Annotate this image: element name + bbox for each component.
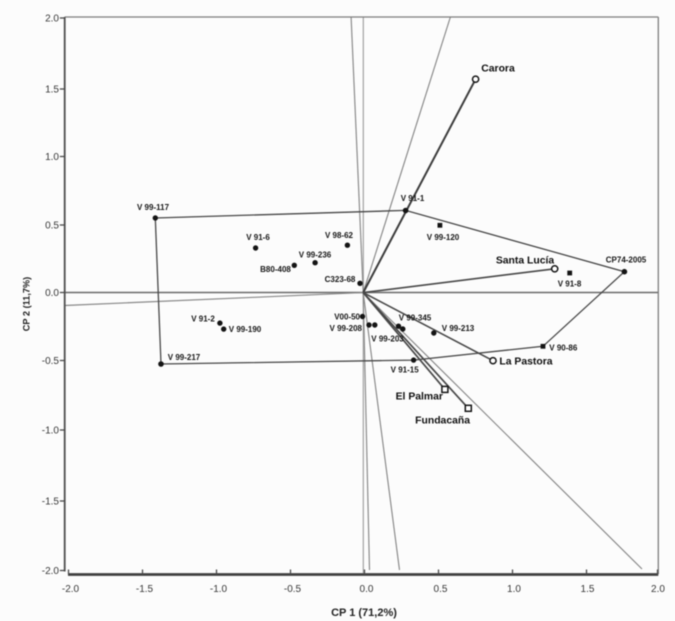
svg-text:El Palmar: El Palmar — [396, 392, 443, 403]
svg-text:V 99-117: V 99-117 — [137, 203, 170, 212]
svg-text:V 98-62: V 98-62 — [325, 231, 354, 240]
svg-text:1.0: 1.0 — [507, 584, 521, 595]
svg-text:Fundacaña: Fundacaña — [415, 416, 470, 427]
svg-text:V 99-203: V 99-203 — [371, 335, 404, 344]
svg-text:-1.5: -1.5 — [42, 497, 60, 508]
svg-text:V 99-208: V 99-208 — [330, 324, 363, 333]
svg-text:B80-408: B80-408 — [260, 265, 291, 274]
svg-text:CP 1 (71,2%): CP 1 (71,2%) — [331, 607, 397, 619]
svg-text:CP 2 (11,7%): CP 2 (11,7%) — [22, 277, 32, 331]
svg-text:0.0: 0.0 — [360, 584, 374, 595]
svg-text:La Pastora: La Pastora — [499, 357, 552, 368]
svg-text:1.5: 1.5 — [45, 85, 59, 96]
svg-text:V 91-15: V 91-15 — [391, 366, 420, 375]
svg-text:V 91-8: V 91-8 — [558, 280, 582, 289]
svg-text:V 99-190: V 99-190 — [229, 325, 262, 334]
svg-text:0.5: 0.5 — [434, 584, 448, 595]
svg-text:-2.0: -2.0 — [42, 566, 60, 577]
svg-text:Carora: Carora — [481, 64, 515, 75]
svg-text:-1.0: -1.0 — [42, 426, 60, 437]
svg-text:V00-50: V00-50 — [334, 313, 360, 322]
svg-text:CP74-2005: CP74-2005 — [606, 256, 647, 265]
svg-text:-0.5: -0.5 — [42, 356, 60, 367]
svg-text:V 99-217: V 99-217 — [168, 353, 201, 362]
svg-text:-2.0: -2.0 — [62, 584, 80, 595]
svg-text:0.0: 0.0 — [45, 288, 59, 299]
svg-text:2.0: 2.0 — [651, 584, 665, 595]
svg-text:Santa Lucía: Santa Lucía — [496, 256, 555, 267]
svg-text:V 91-6: V 91-6 — [246, 233, 270, 242]
svg-text:V 99-236: V 99-236 — [299, 251, 332, 260]
svg-text:2.0: 2.0 — [45, 14, 59, 25]
svg-text:V 99-120: V 99-120 — [427, 233, 460, 242]
svg-text:V 91-2: V 91-2 — [191, 315, 215, 324]
svg-text:-1.5: -1.5 — [136, 584, 154, 595]
svg-text:V 91-1: V 91-1 — [401, 194, 425, 203]
svg-text:V 90-86: V 90-86 — [549, 344, 578, 353]
svg-text:V 99-345: V 99-345 — [399, 314, 432, 323]
svg-text:-1.0: -1.0 — [210, 584, 228, 595]
svg-text:1.0: 1.0 — [45, 152, 59, 163]
svg-text:C323-68: C323-68 — [325, 275, 356, 284]
svg-text:V 99-213: V 99-213 — [442, 324, 475, 333]
svg-text:1.5: 1.5 — [581, 584, 595, 595]
svg-text:0.5: 0.5 — [45, 221, 59, 232]
svg-text:-0.5: -0.5 — [284, 584, 302, 595]
